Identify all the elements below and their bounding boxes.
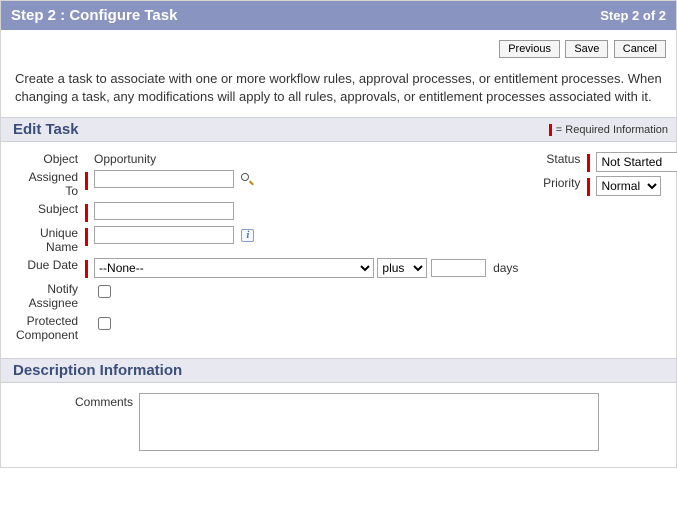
- subject-label: Subject: [13, 200, 81, 224]
- action-buttons: Previous Save Cancel: [1, 30, 676, 62]
- save-button[interactable]: Save: [565, 40, 608, 58]
- description-title: Description Information: [13, 362, 182, 379]
- page-container: Step 2 : Configure Task Step 2 of 2 Prev…: [0, 0, 677, 468]
- notify-assignee-label: Notify Assignee: [13, 280, 81, 312]
- days-label: days: [493, 261, 518, 275]
- required-marker-icon: [85, 260, 88, 278]
- required-info-text: = Required Information: [556, 124, 668, 136]
- description-section-header: Description Information: [1, 358, 676, 383]
- previous-button[interactable]: Previous: [499, 40, 560, 58]
- info-icon[interactable]: i: [241, 229, 254, 242]
- status-select[interactable]: Not Started: [596, 152, 677, 172]
- cancel-button[interactable]: Cancel: [614, 40, 666, 58]
- assigned-to-label: Assigned To: [13, 168, 81, 200]
- object-value: Opportunity: [91, 150, 521, 168]
- required-marker-icon: [549, 124, 552, 136]
- due-date-select[interactable]: --None--: [94, 258, 374, 278]
- protected-component-checkbox[interactable]: [98, 317, 111, 330]
- protected-component-label: Protected Component: [13, 312, 81, 344]
- page-title: Step 2 : Configure Task: [11, 7, 177, 24]
- due-date-operator-select[interactable]: plus: [377, 258, 427, 278]
- step-indicator: Step 2 of 2: [600, 8, 666, 23]
- required-marker-icon: [587, 154, 590, 172]
- unique-name-label: Unique Name: [13, 224, 81, 256]
- required-marker-icon: [85, 172, 88, 190]
- comments-textarea[interactable]: [139, 393, 599, 451]
- intro-text: Create a task to associate with one or m…: [1, 62, 676, 117]
- required-marker-icon: [85, 204, 88, 222]
- priority-label: Priority: [539, 174, 583, 198]
- edit-task-title: Edit Task: [13, 121, 79, 138]
- comments-label: Comments: [13, 393, 139, 451]
- subject-input[interactable]: [94, 202, 234, 220]
- description-form: Comments: [1, 383, 676, 467]
- wizard-header: Step 2 : Configure Task Step 2 of 2: [1, 1, 676, 30]
- required-marker-icon: [587, 178, 590, 196]
- status-label: Status: [539, 150, 583, 174]
- object-label: Object: [13, 150, 81, 168]
- due-date-label: Due Date: [13, 256, 81, 280]
- required-marker-icon: [85, 228, 88, 246]
- due-date-days-input[interactable]: [431, 259, 486, 277]
- unique-name-input[interactable]: [94, 226, 234, 244]
- notify-assignee-checkbox[interactable]: [98, 285, 111, 298]
- edit-task-form: Object Opportunity Assigned To Subject: [1, 142, 676, 358]
- required-info-note: = Required Information: [549, 124, 668, 136]
- lookup-icon[interactable]: [241, 173, 255, 187]
- priority-select[interactable]: Normal: [596, 176, 661, 196]
- edit-task-section-header: Edit Task = Required Information: [1, 117, 676, 142]
- assigned-to-input[interactable]: [94, 170, 234, 188]
